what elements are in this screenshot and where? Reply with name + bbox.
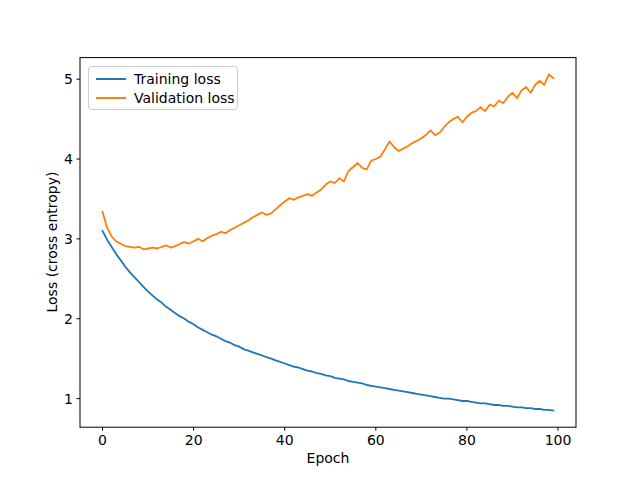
x-tick-label: 40 [276,432,294,448]
y-tick-label: 5 [64,71,73,87]
figure: 0 20 40 60 80 100 1 2 3 4 5 Training loss Validati… [0,0,640,480]
x-tick-label: 100 [545,432,572,448]
x-tick-label: 60 [367,432,385,448]
y-tick-label: 3 [64,231,73,247]
x-tick-label: 0 [98,432,107,448]
y-axis-label: Loss (cross entropy) [44,172,60,313]
training-loss-line [103,231,554,411]
legend: Training loss Validation loss [88,66,238,110]
training-line-swatch [96,78,126,80]
y-tick-label: 4 [64,151,73,167]
legend-item-validation: Validation loss [96,88,231,107]
validation-line-swatch [96,97,126,99]
legend-label-validation: Validation loss [134,90,235,106]
x-tick-label: 20 [185,432,203,448]
legend-item-training: Training loss [96,69,231,88]
x-axis-label: Epoch [307,450,350,466]
x-tick-label: 80 [458,432,476,448]
plot-frame [80,58,576,428]
legend-label-training: Training loss [134,71,221,87]
y-tick-label: 1 [64,391,73,407]
y-tick-label: 2 [64,311,73,327]
